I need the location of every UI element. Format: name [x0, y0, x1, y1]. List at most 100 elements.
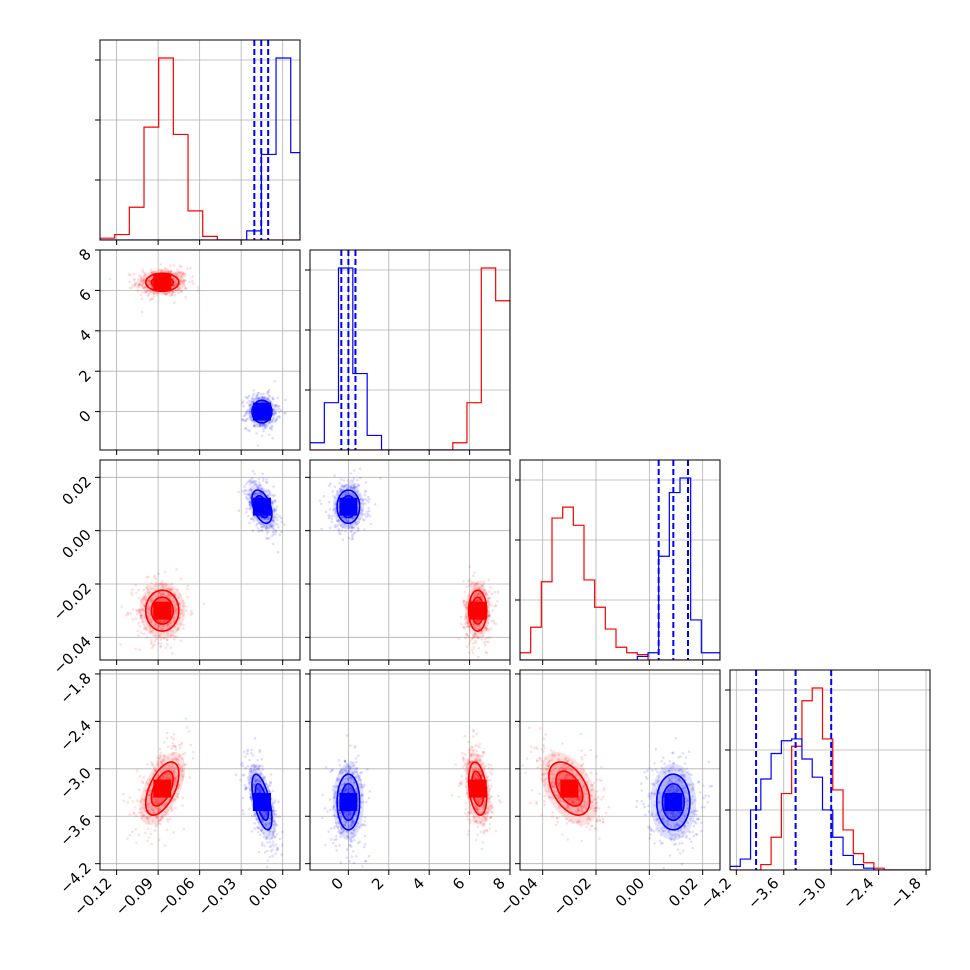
scatter-point: [490, 804, 493, 808]
scatter-point: [136, 281, 139, 284]
scatter-point: [489, 815, 493, 819]
scatter-point: [574, 810, 578, 814]
scatter-point: [467, 748, 471, 752]
scatter-point: [364, 859, 368, 863]
scatter-point: [472, 623, 476, 626]
scatter-point: [484, 591, 488, 595]
scatter-point: [251, 469, 255, 473]
scatter-point: [197, 289, 200, 292]
scatter-point: [170, 589, 173, 592]
scatter-point: [266, 391, 270, 394]
scatter-point: [252, 783, 256, 787]
scatter-point: [260, 525, 263, 529]
scatter-point: [463, 735, 467, 738]
scatter-point: [175, 568, 178, 571]
scatter-point: [481, 807, 485, 811]
scatter-point: [244, 426, 248, 430]
scatter-point: [492, 621, 496, 625]
scatter-point: [270, 424, 274, 428]
scatter-point: [160, 627, 163, 631]
scatter-point: [254, 775, 258, 779]
scatter-point: [476, 582, 479, 586]
scatter-point: [262, 477, 265, 480]
scatter-point: [551, 811, 554, 814]
scatter-point: [487, 614, 491, 617]
scatter-point: [181, 274, 184, 278]
scatter-point: [165, 594, 169, 597]
scatter-point: [268, 491, 272, 495]
scatter-point: [161, 758, 165, 761]
scatter-point: [244, 766, 247, 770]
scatter-point: [140, 608, 143, 612]
scatter-point: [466, 762, 469, 766]
scatter-point: [159, 808, 162, 812]
scatter-point: [256, 484, 259, 488]
scatter-point: [346, 524, 350, 527]
scatter-point: [275, 505, 279, 508]
scatter-point: [278, 837, 282, 841]
scatter-point: [470, 599, 473, 602]
scatter-point: [158, 598, 162, 602]
scatter-point: [263, 517, 267, 521]
scatter-point: [143, 286, 146, 289]
scatter-point: [474, 744, 477, 747]
scatter-point: [547, 795, 551, 799]
scatter-point: [488, 797, 491, 800]
scatter-point: [166, 631, 169, 634]
scatter-point: [543, 784, 547, 787]
scatter-point: [467, 811, 470, 815]
scatter-point: [249, 505, 253, 509]
scatter-point: [182, 599, 185, 603]
scatter-point: [482, 830, 485, 833]
scatter-point: [268, 426, 272, 430]
scatter-point: [268, 829, 272, 833]
scatter-point: [363, 819, 367, 823]
scatter-point: [157, 806, 161, 810]
scatter-point: [138, 624, 142, 628]
scatter-point: [179, 290, 182, 294]
scatter-point: [153, 801, 157, 804]
scatter-point: [166, 291, 170, 295]
scatter-point: [159, 592, 163, 596]
scatter-point: [580, 755, 583, 759]
scatter-point: [490, 806, 493, 809]
scatter-point: [364, 489, 368, 493]
scatter-point: [234, 773, 238, 777]
scatter-point: [159, 619, 162, 622]
scatter-point: [354, 522, 358, 526]
scatter-point: [334, 821, 338, 825]
scatter-point: [159, 754, 163, 758]
scatter-point: [476, 593, 480, 597]
scatter-point: [183, 751, 187, 755]
scatter-point: [478, 754, 482, 758]
scatter-point: [149, 270, 153, 274]
scatter-point: [164, 266, 167, 270]
scatter-point: [347, 770, 350, 773]
scatter-point: [362, 528, 366, 531]
scatter-point: [239, 778, 242, 782]
scatter-point: [333, 496, 337, 500]
scatter-point: [162, 585, 165, 589]
scatter-point: [478, 625, 482, 629]
scatter-point: [525, 757, 529, 760]
scatter-point: [490, 805, 494, 809]
scatter-point: [462, 760, 466, 763]
scatter-point: [162, 636, 166, 640]
scatter-point: [344, 787, 347, 790]
scatter-point: [267, 516, 271, 520]
scatter-point: [489, 763, 493, 767]
scatter-point: [139, 599, 143, 602]
scatter-point: [477, 624, 480, 627]
scatter-point: [561, 767, 565, 770]
scatter-point: [484, 628, 488, 631]
scatter-point: [154, 626, 158, 629]
scatter-point: [474, 641, 478, 645]
scatter-point: [564, 756, 567, 760]
scatter-point: [463, 599, 466, 603]
scatter-point: [476, 598, 479, 602]
scatter-point: [170, 809, 174, 812]
scatter-point: [150, 806, 154, 810]
scatter-point: [604, 811, 608, 815]
scatter-point: [148, 279, 151, 283]
scatter-point: [463, 812, 467, 815]
